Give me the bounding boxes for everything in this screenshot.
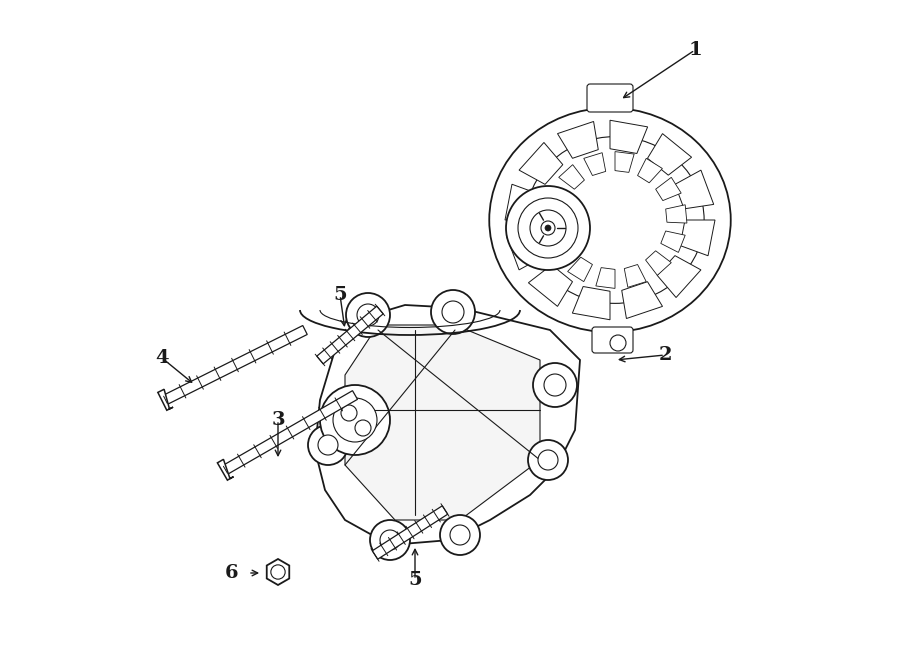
Circle shape [271, 565, 285, 579]
Circle shape [431, 290, 475, 334]
Circle shape [518, 198, 578, 258]
Ellipse shape [526, 137, 704, 303]
Circle shape [610, 335, 626, 351]
Polygon shape [625, 264, 646, 288]
Polygon shape [345, 325, 540, 520]
FancyBboxPatch shape [587, 84, 633, 112]
Polygon shape [661, 231, 685, 253]
Polygon shape [645, 251, 671, 276]
Polygon shape [675, 170, 714, 209]
Circle shape [450, 525, 470, 545]
Polygon shape [505, 184, 540, 220]
Polygon shape [543, 217, 564, 235]
Polygon shape [544, 188, 569, 209]
Polygon shape [266, 559, 289, 585]
Polygon shape [549, 239, 574, 262]
Polygon shape [315, 305, 580, 545]
Circle shape [380, 530, 400, 550]
Text: 5: 5 [333, 286, 346, 304]
Polygon shape [656, 177, 681, 200]
Polygon shape [647, 134, 691, 175]
Circle shape [533, 363, 577, 407]
Polygon shape [584, 153, 606, 175]
Polygon shape [666, 205, 687, 223]
Circle shape [544, 374, 566, 396]
Circle shape [528, 440, 568, 480]
Polygon shape [158, 389, 173, 410]
Text: 6: 6 [225, 564, 238, 582]
Polygon shape [559, 165, 584, 189]
Polygon shape [622, 282, 662, 319]
Circle shape [333, 398, 377, 442]
Polygon shape [568, 257, 592, 282]
Circle shape [346, 293, 390, 337]
Circle shape [357, 304, 379, 326]
Polygon shape [507, 231, 545, 270]
Circle shape [370, 520, 410, 560]
Circle shape [320, 385, 390, 455]
Polygon shape [218, 459, 233, 480]
Text: 1: 1 [688, 41, 702, 59]
Polygon shape [222, 391, 357, 475]
Polygon shape [657, 256, 701, 297]
Circle shape [308, 425, 348, 465]
Polygon shape [572, 286, 610, 320]
Circle shape [530, 210, 566, 246]
Circle shape [541, 221, 555, 235]
Text: 3: 3 [271, 411, 284, 429]
Text: 2: 2 [658, 346, 671, 364]
Polygon shape [610, 120, 648, 153]
Circle shape [355, 420, 371, 436]
Polygon shape [317, 306, 383, 364]
Polygon shape [373, 506, 447, 559]
Polygon shape [163, 325, 307, 405]
Polygon shape [637, 159, 662, 183]
Polygon shape [519, 143, 562, 184]
Circle shape [545, 225, 551, 231]
Polygon shape [596, 268, 615, 288]
Circle shape [341, 405, 357, 421]
Text: 5: 5 [409, 571, 422, 589]
FancyBboxPatch shape [592, 327, 633, 353]
Text: 4: 4 [155, 349, 169, 367]
Circle shape [442, 301, 464, 323]
Polygon shape [557, 122, 598, 158]
Circle shape [440, 515, 480, 555]
Circle shape [506, 186, 590, 270]
Polygon shape [680, 220, 715, 256]
Ellipse shape [490, 108, 731, 332]
Polygon shape [615, 151, 634, 173]
Polygon shape [528, 265, 572, 307]
Circle shape [318, 435, 338, 455]
Circle shape [538, 450, 558, 470]
